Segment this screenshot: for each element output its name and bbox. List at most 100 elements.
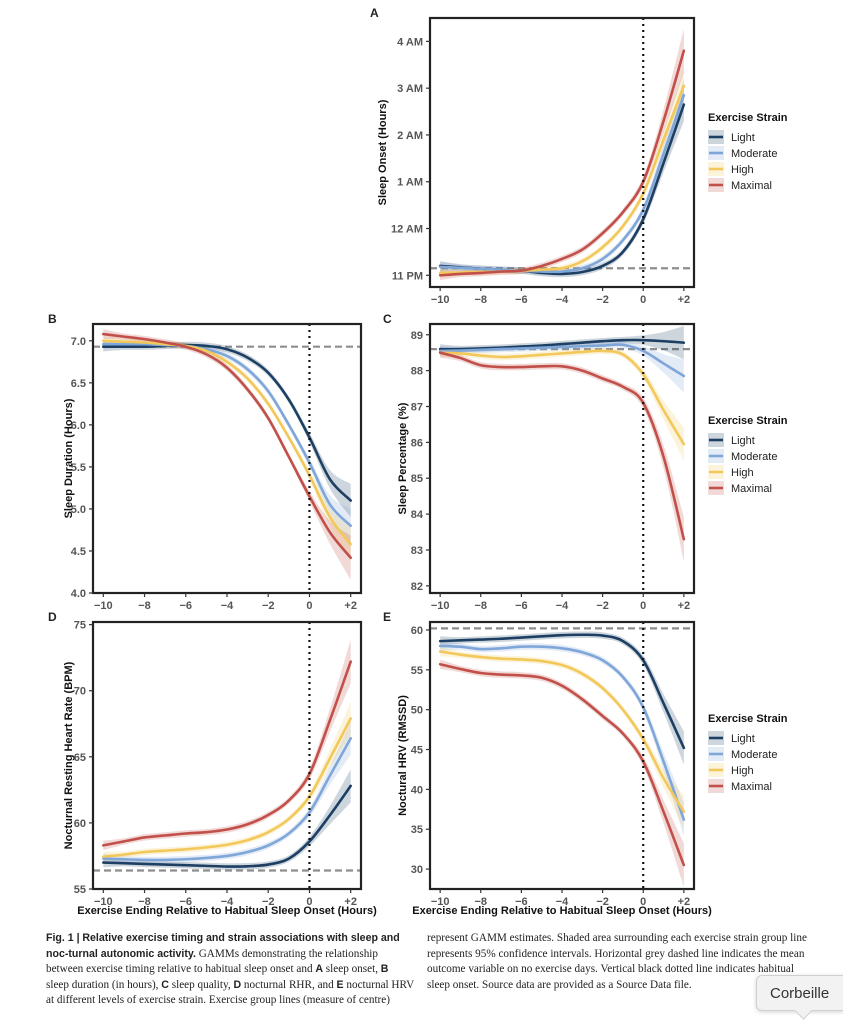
- x-tick-label: −8: [138, 896, 151, 908]
- series-line-maximal: [438, 351, 686, 541]
- caption-ref-c: C: [161, 978, 169, 991]
- y-tick-label: 50: [411, 705, 423, 717]
- series-line-moderate: [102, 737, 352, 862]
- x-tick-label: −6: [179, 896, 192, 908]
- x-tick-label: −6: [515, 600, 528, 612]
- caption-text: sleep onset,: [325, 963, 378, 976]
- x-tick-label: −10: [94, 600, 113, 612]
- series-line-light: [438, 338, 686, 351]
- y-tick-label: 88: [411, 366, 423, 378]
- chart-panel-d: D 55 60 65 70 75 −10 −8 −6 −4 −2 0 +2 Nocturnal Resti…: [48, 610, 377, 917]
- ci-band-maximal: [103, 639, 351, 851]
- y-tick-label: 35: [411, 824, 423, 836]
- y-tick-label: 55: [411, 665, 423, 677]
- plot-frame: [91, 620, 363, 891]
- legend-label-moderate: Moderate: [731, 749, 777, 761]
- x-tick-label: −2: [262, 896, 275, 908]
- legend-label-maximal: Maximal: [731, 781, 772, 793]
- figure-caption-right: represent GAMM estimates. Shaded area su…: [427, 932, 807, 991]
- y-axis-label: Sleep Percentage (%): [397, 402, 409, 514]
- panel-label-c: C: [383, 312, 392, 326]
- y-tick-label: 45: [411, 745, 423, 757]
- legend: Exercise Strain Light Moderate High Maximal: [708, 713, 788, 793]
- y-axis-label: Sleep Onset (Hours): [377, 99, 389, 205]
- x-tick-label: −4: [221, 896, 234, 908]
- caption-title: Relative exercise timing and strain asso…: [46, 932, 400, 960]
- x-tick-label: −2: [262, 600, 275, 612]
- y-axis-label: Sleep Duration (Hours): [63, 398, 75, 518]
- x-axis-label: Exercise Ending Relative to Habitual Sle…: [412, 905, 712, 917]
- y-tick-label: 84: [411, 509, 424, 521]
- y-tick-label: 55: [74, 884, 86, 896]
- series-line-light: [438, 633, 686, 750]
- x-tick-label: −8: [138, 600, 151, 612]
- series-line-maximal: [102, 332, 352, 559]
- trash-tooltip: Corbeille: [756, 975, 843, 1011]
- legend-label-moderate: Moderate: [731, 148, 777, 160]
- legend-label-high: High: [731, 765, 754, 777]
- x-axis-label: Exercise Ending Relative to Habitual Sle…: [77, 905, 377, 917]
- chart-panel-a: A 11 PM 12 AM 1 AM 2 AM 3 AM 4 AM −10 −8 −6 −4 −2 0 +…: [370, 6, 788, 306]
- legend-label-maximal: Maximal: [731, 180, 772, 192]
- x-tick-label: −2: [596, 600, 609, 612]
- x-tick-label: 0: [640, 294, 646, 306]
- x-tick-label: −10: [94, 896, 113, 908]
- y-tick-label: 7.0: [71, 336, 86, 348]
- legend-label-light: Light: [731, 733, 755, 745]
- legend-label-maximal: Maximal: [731, 483, 772, 495]
- legend-label-high: High: [731, 164, 754, 176]
- x-tick-label: −4: [556, 896, 569, 908]
- x-tick-label: −10: [431, 294, 450, 306]
- caption-text: sleep quality,: [171, 978, 231, 991]
- legend: Exercise Strain Light Moderate High Maximal: [708, 112, 788, 192]
- x-tick-label: −4: [221, 600, 234, 612]
- x-tick-label: +2: [344, 896, 357, 908]
- x-tick-label: +2: [678, 896, 691, 908]
- y-tick-label: 5.0: [71, 504, 86, 516]
- y-tick-label: 87: [411, 401, 423, 413]
- x-tick-label: −10: [431, 896, 450, 908]
- x-tick-label: −10: [431, 600, 450, 612]
- legend: Exercise Strain Light Moderate High Maximal: [708, 415, 788, 495]
- x-tick-label: +2: [344, 600, 357, 612]
- y-tick-label: 86: [411, 437, 423, 449]
- y-tick-label: 12 AM: [391, 224, 423, 236]
- series-line-high: [438, 349, 686, 446]
- x-tick-label: −2: [596, 896, 609, 908]
- y-tick-label: 1 AM: [397, 177, 423, 189]
- y-tick-label: 30: [411, 864, 423, 876]
- series-line-high: [438, 650, 686, 813]
- x-tick-label: −8: [474, 896, 487, 908]
- caption-ref-a: A: [315, 963, 323, 976]
- chart-panel-c: C 82 83 84 85 86 87 88 89 −10 −8 −6 −4 −2 0 +2 Sleep Per…: [383, 312, 788, 612]
- y-tick-label: 11 PM: [392, 270, 423, 282]
- legend-title: Exercise Strain: [708, 112, 788, 124]
- legend-label-moderate: Moderate: [731, 451, 777, 463]
- caption-text: GAMMs demonstrating the relationship bet…: [46, 947, 378, 976]
- y-tick-label: 2 AM: [397, 130, 423, 142]
- x-tick-label: 0: [640, 600, 646, 612]
- x-tick-label: −2: [596, 294, 609, 306]
- x-tick-label: 0: [306, 896, 312, 908]
- series-line-moderate: [438, 343, 686, 378]
- y-axis-label: Noctural HRV (RMSSD): [397, 695, 409, 816]
- caption-ref-e: E: [336, 978, 344, 991]
- x-tick-label: −8: [474, 600, 487, 612]
- caption-text: sleep duration (in hours),: [46, 978, 159, 991]
- y-tick-label: 40: [411, 784, 423, 796]
- y-tick-label: 6.0: [71, 420, 86, 432]
- legend-title: Exercise Strain: [708, 713, 788, 725]
- series-line-moderate: [438, 93, 686, 274]
- x-tick-label: −4: [556, 600, 569, 612]
- y-tick-label: 60: [411, 625, 423, 637]
- legend-label-light: Light: [731, 435, 755, 447]
- y-tick-label: 4.0: [71, 588, 86, 600]
- y-tick-label: 4.5: [71, 546, 86, 558]
- caption-text: nocturnal RHR, and: [243, 978, 334, 991]
- x-tick-label: −8: [474, 294, 487, 306]
- figure-caption-left: Fig. 1 | Relative exercise timing and st…: [46, 931, 414, 1009]
- x-tick-label: +2: [678, 294, 691, 306]
- ci-band-high: [103, 701, 351, 862]
- y-tick-label: 85: [411, 473, 423, 485]
